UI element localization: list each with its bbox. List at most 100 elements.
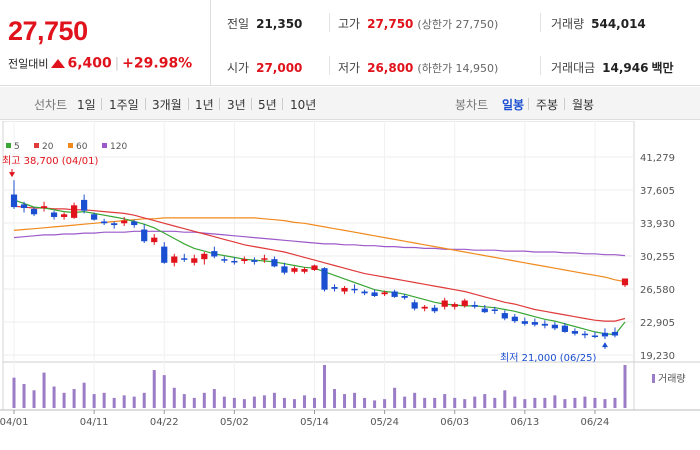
candle-body	[141, 229, 148, 242]
high-value: 27,750	[367, 17, 414, 31]
line-period-1y[interactable]: 1년	[195, 98, 214, 112]
volume-bar	[182, 394, 186, 408]
candle-body	[60, 214, 68, 217]
change-row: 전일대비 6,400 | +29.98%	[8, 53, 192, 72]
volume-bar	[423, 397, 427, 408]
volume-bar	[202, 392, 206, 408]
y-tick-label: 37,605	[640, 186, 675, 197]
volume-bar	[563, 399, 567, 408]
volume-bar	[132, 396, 136, 408]
y-tick-label: 22,905	[640, 318, 675, 329]
line-period-10y[interactable]: 10년	[290, 98, 317, 112]
line-period-5y[interactable]: 5년	[258, 98, 277, 112]
volume-bar	[343, 394, 347, 408]
candle-body	[221, 259, 228, 261]
legend-swatch	[6, 143, 11, 148]
volume-bar	[172, 387, 176, 408]
candle-body	[621, 278, 629, 286]
ma120-line	[13, 230, 626, 257]
change-percent: +29.98%	[122, 55, 193, 72]
volume-bar	[323, 365, 327, 408]
low-annotation: 최저 21,000 (06/25)	[500, 352, 596, 364]
y-tick-label: 33,930	[640, 219, 675, 230]
volume-legend-label: 거래량	[658, 373, 686, 385]
candle-body	[461, 300, 468, 306]
low-label: 저가	[338, 61, 361, 75]
candle-body	[571, 331, 579, 334]
volume-bar	[403, 396, 407, 408]
trading-value-value: 14,946	[602, 61, 649, 75]
volume-legend-swatch	[652, 374, 655, 383]
volume-bar	[413, 392, 417, 408]
quote-info-grid: 전일 21,350 고가 27,750 (상한가 27,750) 거래량 544,014…	[210, 0, 700, 86]
line-period-3m[interactable]: 3개월	[152, 98, 182, 112]
candle-body	[291, 268, 298, 272]
toolbar-divider	[219, 98, 220, 110]
candle-body	[241, 259, 248, 261]
trading-value-unit: 백만	[651, 61, 674, 75]
line-chart-label: 선차트	[34, 98, 68, 112]
low-cell: 저가 26,800 (하한가 14,950)	[338, 59, 498, 76]
x-tick-label: 05/02	[220, 417, 249, 428]
volume-bar	[613, 397, 617, 408]
volume-bar	[483, 394, 487, 408]
candle-body	[211, 251, 218, 257]
change-label: 전일대비	[8, 57, 49, 71]
volume-bar	[393, 387, 397, 408]
volume-bar	[162, 375, 166, 408]
candle-body	[591, 335, 599, 338]
line-period-1w[interactable]: 1주일	[109, 98, 139, 112]
candle-body	[481, 308, 488, 313]
candle-body	[411, 302, 418, 309]
volume-bar	[553, 395, 557, 408]
volume-bar	[152, 370, 156, 408]
candle-body	[441, 300, 448, 307]
candle-body	[191, 258, 198, 263]
info-divider	[540, 56, 541, 75]
candle-body	[611, 331, 619, 336]
x-tick-label: 06/03	[440, 417, 469, 428]
volume-bar	[292, 399, 296, 408]
candle-body	[321, 268, 328, 290]
candle-body	[541, 323, 548, 326]
trading-value-label: 거래대금	[551, 61, 596, 75]
candle-body	[281, 266, 288, 273]
legend-swatch	[68, 143, 73, 148]
candle-body	[101, 221, 108, 224]
line-period-3y[interactable]: 3년	[227, 98, 246, 112]
volume-bar	[32, 390, 36, 408]
ma5-line	[13, 199, 626, 336]
toolbar-divider	[251, 98, 252, 110]
line-period-1d[interactable]: 1일	[77, 98, 96, 112]
open-value: 27,000	[256, 61, 303, 75]
volume-bar	[533, 397, 537, 408]
high-label: 고가	[338, 17, 361, 31]
candle-body	[551, 324, 558, 329]
volume-bar	[72, 389, 76, 408]
candle-body	[451, 304, 458, 307]
legend-label: 60	[76, 142, 88, 152]
x-tick-label: 04/01	[0, 417, 28, 428]
volume-bar	[623, 365, 627, 408]
volume-bar	[272, 392, 276, 408]
candle-period-daily[interactable]: 일봉	[502, 98, 525, 112]
candle-body	[171, 256, 178, 263]
candle-period-weekly[interactable]: 주봉	[536, 98, 559, 112]
candle-body	[561, 325, 569, 332]
candle-period-monthly[interactable]: 월봉	[572, 98, 595, 112]
volume-value: 544,014	[591, 17, 646, 31]
candle-body	[10, 194, 18, 208]
candle-body	[311, 265, 318, 270]
current-price: 27,750	[8, 16, 88, 46]
prev-close-cell: 전일 21,350	[227, 15, 302, 32]
volume-bar	[593, 397, 597, 408]
high-arrow-icon	[9, 172, 16, 178]
volume-bar	[112, 397, 116, 408]
y-tick-label: 41,279	[640, 153, 675, 164]
info-divider	[329, 56, 330, 75]
candle-body	[91, 214, 98, 220]
change-separator: |	[114, 56, 120, 71]
toolbar-divider	[101, 98, 102, 110]
volume-bar	[192, 397, 196, 408]
volume-bar	[523, 399, 527, 408]
